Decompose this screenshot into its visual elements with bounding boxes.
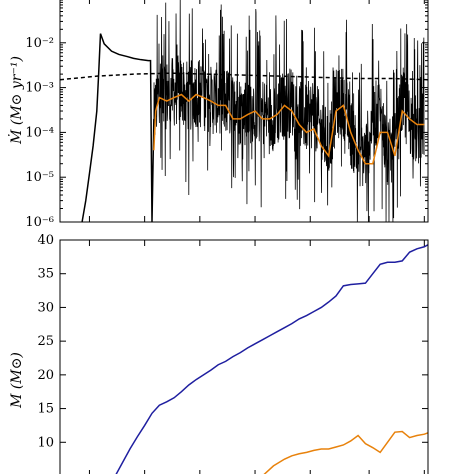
accretion-rate-panel: 10⁻⁶ 10⁻⁵ 10⁻⁴ 10⁻³ 10⁻²Ṁ (M⊙ yr⁻¹) — [7, 0, 429, 230]
y-axis-label: M (M⊙) — [9, 352, 25, 409]
series-line-1 — [153, 0, 425, 222]
y-tick-label: 10⁻⁵ — [25, 170, 54, 185]
plot-area — [115, 244, 428, 474]
y-tick-label: 10⁻⁴ — [25, 125, 54, 140]
y-tick-label: 35 — [37, 267, 54, 282]
y-tick-label: 25 — [37, 334, 54, 349]
mass-panel: 10 15 20 25 30 35 40 M (M⊙) — [9, 233, 429, 474]
series-line-0 — [81, 33, 155, 222]
y-tick-label: 10⁻³ — [25, 81, 54, 96]
y-axis-label: Ṁ (M⊙ yr⁻¹) — [7, 56, 25, 145]
axes-frame — [59, 0, 429, 223]
series-line-1 — [263, 430, 428, 474]
y-tick-label: 10⁻² — [25, 36, 54, 51]
y-tick-label: 15 — [37, 402, 54, 417]
axes-frame — [59, 239, 429, 474]
y-tick-label: 10⁻⁶ — [25, 215, 54, 230]
plot-area — [60, 0, 428, 222]
y-tick-label: 10 — [37, 435, 54, 450]
series-line-0 — [115, 244, 428, 474]
y-tick-label: 40 — [37, 233, 54, 248]
series-line-2 — [153, 93, 425, 165]
y-tick-label: 30 — [37, 300, 54, 315]
y-tick-label: 20 — [37, 368, 54, 383]
series-line-3 — [60, 72, 428, 81]
